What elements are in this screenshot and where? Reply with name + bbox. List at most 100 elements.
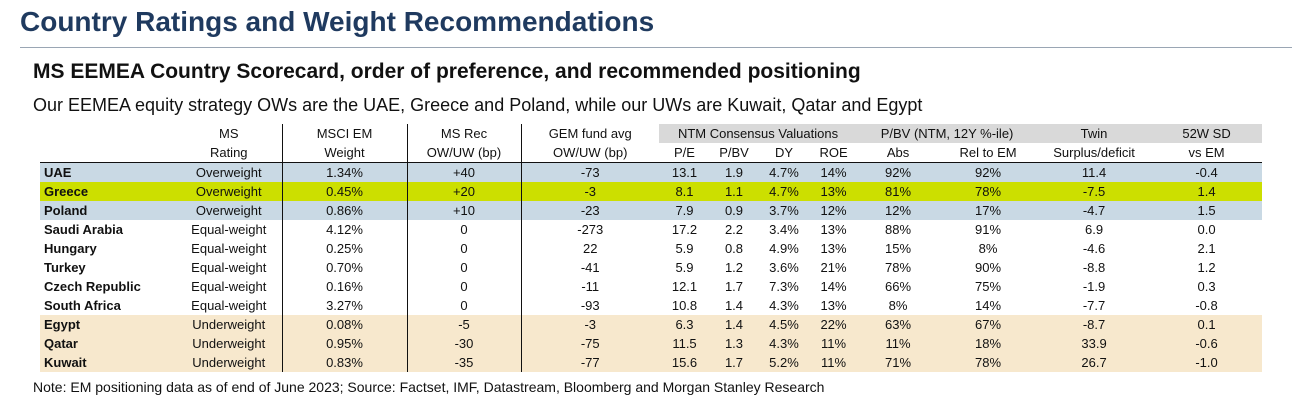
header-msci-weight-2: Weight [281,143,407,163]
header-country-blank [40,124,176,143]
rec-cell: -5 [406,315,521,334]
header-twin-2: Surplus/deficit [1053,145,1135,160]
weight-cell: 4.12% [281,220,407,239]
gem-cell: 22 [520,239,659,258]
abs-cell: 8% [857,296,940,315]
twin-cell: -4.6 [1037,239,1152,258]
country-name: Qatar [40,334,176,353]
sd-cell: -0.8 [1151,296,1263,315]
roe-cell: 13% [810,296,858,315]
header-country-blank-2 [40,143,176,163]
twin-cell: 26.7 [1037,353,1152,372]
roe-cell: 12% [810,201,858,220]
rec-cell: 0 [406,239,521,258]
header-ms-rating-1: MS [219,126,239,141]
header-pbv: P/BV [719,145,749,160]
twin-cell: -8.8 [1037,258,1152,277]
abs-cell: 81% [857,182,940,201]
weight-cell: 1.34% [281,162,407,182]
gem-cell: -273 [520,220,659,239]
table-row: Saudi Arabia Equal-weight 4.12% 0 -273 1… [40,220,1263,239]
country-name: Kuwait [40,353,176,372]
rel-cell: 91% [939,220,1038,239]
rating-cell: Overweight [176,201,282,220]
pbv-cell: 1.1 [710,182,758,201]
header-pe: P/E [674,145,695,160]
weight-cell: 0.16% [281,277,407,296]
header-dy: DY [774,145,794,160]
pe-cell: 5.9 [659,258,710,277]
rec-cell: +20 [406,182,521,201]
dy-cell: 7.3% [758,277,810,296]
twin-cell: -4.7 [1037,201,1152,220]
pe-cell: 15.6 [659,353,710,372]
rel-cell: 90% [939,258,1038,277]
dy-cell: 3.4% [758,220,810,239]
rel-cell: 8% [939,239,1038,258]
abs-cell: 71% [857,353,940,372]
rating-cell: Underweight [176,353,282,372]
abs-cell: 66% [857,277,940,296]
roe-cell: 11% [810,353,858,372]
twin-cell: -1.9 [1037,277,1152,296]
header-gem-fund-1: GEM fund avg [520,124,659,143]
header-abs: Abs [886,145,910,160]
abs-cell: 88% [857,220,940,239]
rel-cell: 17% [939,201,1038,220]
table-row: Poland Overweight 0.86% +10 -23 7.9 0.9 … [40,201,1263,220]
rec-cell: +10 [406,201,521,220]
table-row: Czech Republic Equal-weight 0.16% 0 -11 … [40,277,1263,296]
rating-cell: Underweight [176,315,282,334]
roe-cell: 13% [810,182,858,201]
twin-cell: 11.4 [1037,162,1152,182]
header-roe: ROE [819,145,848,160]
weight-cell: 3.27% [281,296,407,315]
table-row: Turkey Equal-weight 0.70% 0 -41 5.9 1.2 … [40,258,1263,277]
table-row: South Africa Equal-weight 3.27% 0 -93 10… [40,296,1263,315]
sd-cell: 1.5 [1151,201,1263,220]
gem-cell: -3 [520,315,659,334]
rec-cell: 0 [406,258,521,277]
rel-cell: 67% [939,315,1038,334]
pbv-cell: 2.2 [710,220,758,239]
table-row: UAE Overweight 1.34% +40 -73 13.1 1.9 4.… [40,162,1263,182]
dy-cell: 3.6% [758,258,810,277]
pbv-cell: 1.7 [710,277,758,296]
pe-cell: 10.8 [659,296,710,315]
page-title: Country Ratings and Weight Recommendatio… [20,6,655,37]
rel-cell: 78% [939,182,1038,201]
weight-cell: 0.08% [281,315,407,334]
pe-cell: 17.2 [659,220,710,239]
country-scorecard-table: MS MSCI EM MS Rec GEM fund avg NTM Conse… [40,124,1263,372]
rec-cell: 0 [406,277,521,296]
header-sd-1: 52W SD [1151,124,1263,143]
table-row: Hungary Equal-weight 0.25% 0 22 5.9 0.8 … [40,239,1263,258]
country-name: Turkey [40,258,176,277]
header-ntm-group: NTM Consensus Valuations [659,124,858,143]
dy-cell: 4.3% [758,296,810,315]
header-pbv-group: P/BV (NTM, 12Y %-ile) [857,124,1038,143]
header-gem-fund-2: OW/UW (bp) [520,143,659,163]
gem-cell: -77 [520,353,659,372]
header-ms-rating-2: Rating [209,145,248,160]
pe-cell: 12.1 [659,277,710,296]
rel-cell: 18% [939,334,1038,353]
roe-cell: 13% [810,239,858,258]
abs-cell: 11% [857,334,940,353]
rating-cell: Overweight [176,162,282,182]
rating-cell: Equal-weight [176,239,282,258]
abs-cell: 12% [857,201,940,220]
country-name: Saudi Arabia [40,220,176,239]
dy-cell: 5.2% [758,353,810,372]
title-divider [20,47,1292,48]
header-msci-weight-1: MSCI EM [281,124,407,143]
pe-cell: 5.9 [659,239,710,258]
source-note: Note: EM positioning data as of end of J… [33,379,825,395]
table-row: Egypt Underweight 0.08% -5 -3 6.3 1.4 4.… [40,315,1263,334]
roe-cell: 14% [810,277,858,296]
country-name: Egypt [40,315,176,334]
twin-cell: -7.5 [1037,182,1152,201]
sd-cell: 1.4 [1151,182,1263,201]
weight-cell: 0.83% [281,353,407,372]
dy-cell: 4.7% [758,162,810,182]
